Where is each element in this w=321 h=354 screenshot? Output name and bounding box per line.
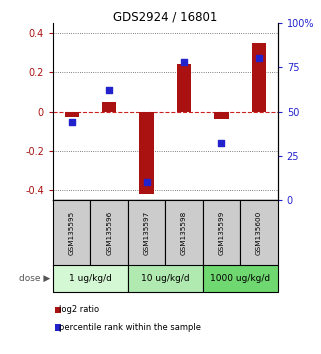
Text: GSM135595: GSM135595: [69, 211, 75, 255]
Text: GSM135596: GSM135596: [106, 211, 112, 255]
Bar: [102, 102, 116, 112]
Bar: [139, 112, 154, 194]
Bar: [214, 112, 229, 119]
Text: GSM135600: GSM135600: [256, 211, 262, 255]
Text: dose ▶: dose ▶: [19, 274, 50, 283]
Bar: [252, 43, 266, 112]
Point: [69, 119, 74, 125]
Text: 10 ug/kg/d: 10 ug/kg/d: [141, 274, 190, 283]
Point: [144, 179, 149, 185]
FancyBboxPatch shape: [240, 200, 278, 266]
Text: GSM135599: GSM135599: [219, 211, 224, 255]
FancyBboxPatch shape: [203, 200, 240, 266]
FancyBboxPatch shape: [91, 200, 128, 266]
Bar: [65, 112, 79, 118]
Text: log2 ratio: log2 ratio: [59, 305, 100, 314]
Point: [181, 59, 187, 65]
FancyBboxPatch shape: [128, 200, 165, 266]
Bar: [177, 64, 191, 112]
Point: [107, 87, 112, 93]
Text: 1000 ug/kg/d: 1000 ug/kg/d: [210, 274, 270, 283]
FancyBboxPatch shape: [203, 266, 278, 292]
Point: [256, 56, 262, 61]
FancyBboxPatch shape: [53, 200, 91, 266]
FancyBboxPatch shape: [53, 266, 128, 292]
Text: percentile rank within the sample: percentile rank within the sample: [59, 323, 201, 332]
FancyBboxPatch shape: [128, 266, 203, 292]
Point: [219, 141, 224, 146]
Text: GSM135597: GSM135597: [143, 211, 150, 255]
Text: GSM135598: GSM135598: [181, 211, 187, 255]
Text: 1 ug/kg/d: 1 ug/kg/d: [69, 274, 112, 283]
Title: GDS2924 / 16801: GDS2924 / 16801: [113, 10, 218, 23]
FancyBboxPatch shape: [165, 200, 203, 266]
